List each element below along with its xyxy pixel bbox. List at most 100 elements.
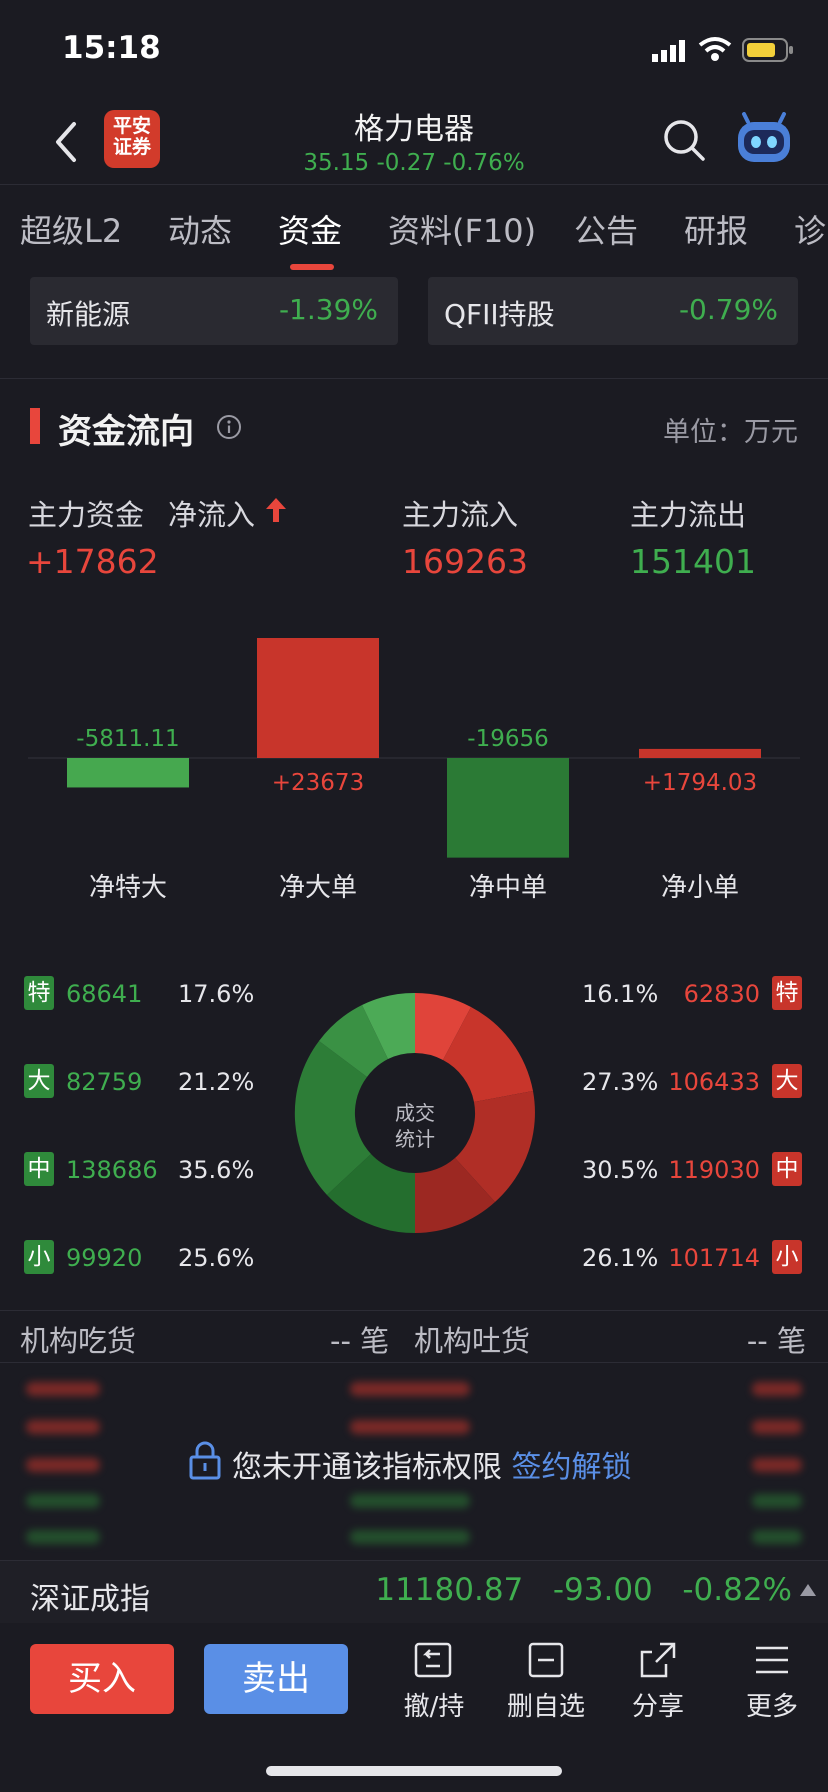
logo-line-1: 平安 [112, 115, 151, 137]
more-button[interactable]: 更多 [724, 1640, 820, 1723]
back-icon[interactable] [48, 118, 84, 166]
bar-value-label-2: +23673 [272, 770, 364, 796]
trade-stats-donut [294, 992, 535, 1234]
bar-category-label-4: 净小单 [661, 873, 739, 903]
stat-buy-pct: 35.6% [178, 1156, 255, 1184]
stat-buy-pct: 25.6% [178, 1244, 255, 1272]
bar-category-label-3: 净中单 [469, 873, 547, 903]
index-ticker-bar[interactable] [0, 1560, 828, 1623]
buy-button[interactable]: 买入 [30, 1644, 174, 1714]
stat-sell-value: 106433 [668, 1068, 760, 1096]
header-divider [0, 184, 828, 185]
info-icon[interactable] [216, 414, 242, 440]
institution-divider-top [0, 1310, 828, 1311]
status-bar: 15:18 [0, 0, 828, 96]
stat-sell-pct: 30.5% [582, 1156, 659, 1184]
locked-message-text: 您未开通该指标权限 [232, 1450, 502, 1485]
stat-sell-badge: 中 [772, 1152, 802, 1186]
search-icon[interactable] [662, 118, 706, 162]
stock-price-line: 35.15 -0.27 -0.76% [303, 150, 525, 176]
concept-change: -0.79% [678, 293, 778, 326]
expand-up-icon[interactable] [800, 1584, 816, 1596]
stat-buy-value: 68641 [66, 980, 143, 1008]
net-flow-bar-chart: -5811.11 净特大 +23673 净大单 -19656 净中单 +1794.03 净小单 [28, 638, 800, 903]
more-icon [756, 1646, 788, 1674]
stat-buy-badge: 大 [24, 1064, 54, 1098]
cancel-hold-icon [414, 1642, 452, 1678]
battery-icon [742, 38, 793, 62]
institution-divider [0, 1362, 828, 1363]
stat-buy-value: 82759 [66, 1068, 143, 1096]
index-name: 深证成指 [30, 1582, 150, 1617]
tab-research[interactable]: 研报 [684, 212, 749, 250]
stat-sell-badge: 特 [772, 976, 802, 1010]
locked-message: 您未开通该指标权限 签约解锁 [232, 1442, 632, 1486]
tab-funds[interactable]: 资金 [278, 212, 343, 250]
tab-diagnosis[interactable]: 诊 [794, 212, 827, 250]
tab-profile-f10[interactable]: 资料(F10) [388, 212, 537, 250]
tab-bar: 超级L2 动态 资金 资料(F10) 公告 研报 诊 [0, 206, 828, 266]
institution-sell-count: -- 笔 [746, 1324, 806, 1358]
section-accent-bar [30, 408, 40, 444]
concept-new-energy[interactable]: 新能源 -1.39% [30, 277, 398, 345]
cancel-hold-button[interactable]: 撤/持 [386, 1640, 482, 1723]
cancel-hold-label: 撤/持 [403, 1692, 465, 1722]
tab-announcements[interactable]: 公告 [574, 212, 639, 250]
sell-button[interactable]: 卖出 [204, 1644, 348, 1714]
index-pct: -0.82% [682, 1572, 792, 1608]
concept-change: -1.39% [278, 293, 378, 326]
institution-buy-label: 机构吃货 [20, 1324, 137, 1358]
tab-super-l2[interactable]: 超级L2 [20, 212, 123, 250]
remove-watchlist-button[interactable]: 删自选 [498, 1640, 594, 1723]
index-value: 11180.87 [375, 1572, 524, 1608]
share-button[interactable]: 分享 [610, 1640, 706, 1723]
tab-dynamics[interactable]: 动态 [168, 212, 233, 250]
stat-buy-value: 138686 [66, 1156, 158, 1184]
stat-buy-pct: 17.6% [178, 980, 255, 1008]
wifi-icon [698, 37, 732, 61]
bar-3 [447, 758, 569, 858]
unlock-link[interactable]: 签约解锁 [511, 1450, 632, 1485]
section-divider [0, 378, 828, 379]
stock-name: 格力电器 [354, 112, 474, 147]
concept-name: QFII持股 [444, 298, 555, 331]
bar-category-label-1: 净特大 [89, 873, 167, 903]
institution-buy-count: -- 笔 [330, 1324, 390, 1358]
share-icon [640, 1642, 676, 1678]
logo-line-2: 证券 [112, 136, 151, 158]
index-change: -93.00 [552, 1572, 653, 1608]
stat-sell-pct: 27.3% [582, 1068, 659, 1096]
locked-data-placeholder [0, 1364, 828, 1560]
stat-sell-badge: 小 [772, 1240, 802, 1274]
share-label: 分享 [631, 1692, 684, 1722]
status-time: 15:18 [62, 30, 161, 66]
donut-center-label: 成交 统计 [365, 1100, 465, 1152]
main-inflow-label: 主力流入 [402, 498, 519, 532]
robot-assistant-icon[interactable] [734, 112, 794, 168]
bar-1 [67, 758, 189, 788]
bar-value-label-3: -19656 [467, 726, 548, 752]
arrow-up-icon [266, 498, 286, 522]
bar-value-label-1: -5811.11 [76, 726, 179, 752]
unit-label: 单位：万元 [663, 417, 798, 448]
stat-buy-pct: 21.2% [178, 1068, 255, 1096]
main-inflow-value: 169263 [402, 542, 528, 581]
stat-sell-pct: 16.1% [582, 980, 659, 1008]
concept-qfii[interactable]: QFII持股 -0.79% [428, 277, 798, 345]
stat-sell-value: 101714 [668, 1244, 760, 1272]
bar-category-label-2: 净大单 [279, 873, 357, 903]
section-title: 资金流向 [58, 412, 194, 452]
bar-4 [639, 748, 761, 758]
bar-2 [257, 638, 379, 758]
main-outflow-label: 主力流出 [630, 498, 747, 532]
main-outflow-value: 151401 [630, 542, 756, 581]
stat-sell-badge: 大 [772, 1064, 802, 1098]
net-inflow-value: +17862 [26, 542, 159, 581]
net-inflow-label: 净流入 [168, 498, 256, 532]
donut-center-line-2: 统计 [395, 1127, 435, 1151]
remove-watchlist-label: 删自选 [506, 1692, 585, 1722]
main-funds-label: 主力资金 [28, 498, 145, 532]
stat-buy-badge: 小 [24, 1240, 54, 1274]
broker-logo: 平安 证券 [104, 110, 160, 168]
remove-watchlist-icon [528, 1642, 564, 1678]
